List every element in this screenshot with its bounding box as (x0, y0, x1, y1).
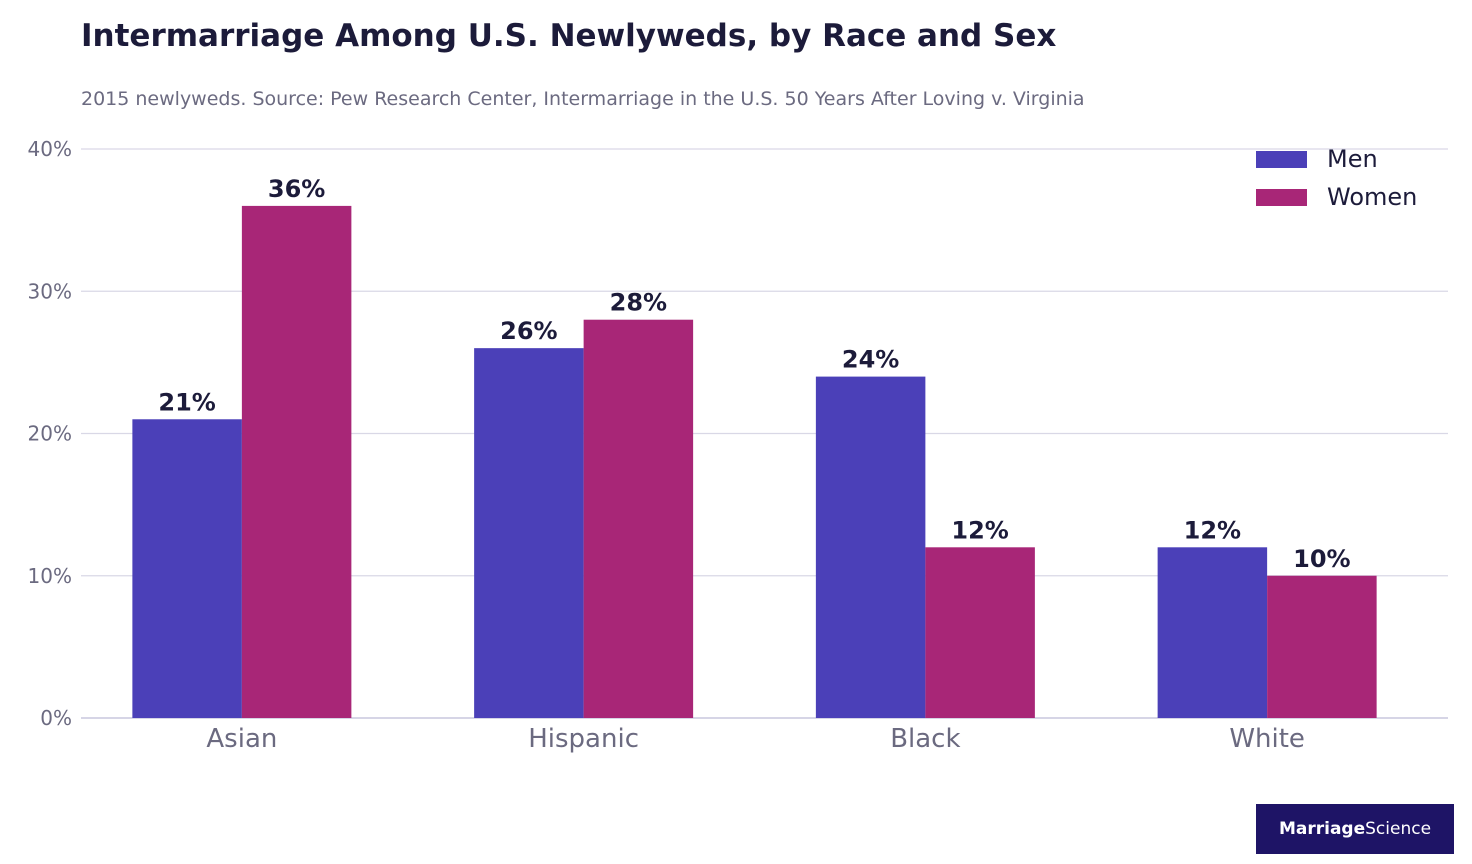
data-label: 28% (610, 289, 667, 317)
legend-label-men: Men (1327, 145, 1378, 173)
labels: 0% 10% 20% 30% 40% 21% 36% Asian 26% 28% Hispanic 2… (28, 137, 1351, 754)
legend-item-women: Women (1256, 178, 1417, 216)
y-tick-label: 20% (28, 422, 72, 446)
bars (132, 205, 1377, 718)
y-tick-label: 0% (40, 706, 72, 730)
data-label: 10% (1293, 545, 1350, 573)
bar-women-white (1267, 575, 1377, 718)
x-category-label: Asian (206, 724, 277, 754)
data-label: 36% (268, 175, 325, 203)
legend: Men Women (1256, 140, 1417, 216)
bar-men-hispanic (474, 348, 584, 718)
x-category-label: Black (890, 724, 960, 754)
bar-men-asian (132, 419, 242, 718)
chart-subtitle: 2015 newlyweds. Source: Pew Research Cen… (81, 88, 1085, 110)
x-category-label: White (1229, 724, 1305, 754)
brand-logo: Marriage Science (1256, 804, 1454, 854)
chart-title: Intermarriage Among U.S. Newlyweds, by R… (81, 18, 1057, 54)
x-category-label: Hispanic (528, 724, 639, 754)
brand-logo-part1: Marriage (1278, 819, 1366, 839)
legend-swatch-women (1256, 188, 1307, 206)
y-tick-label: 40% (28, 137, 72, 161)
data-label: 12% (1184, 516, 1241, 544)
data-label: 24% (842, 346, 899, 374)
data-label: 12% (951, 516, 1008, 544)
bar-women-hispanic (583, 319, 694, 718)
bar-men-black (815, 376, 926, 718)
data-label: 26% (500, 317, 557, 345)
y-tick-label: 30% (28, 279, 72, 303)
legend-item-men: Men (1256, 140, 1417, 178)
y-tick-label: 10% (28, 564, 72, 588)
legend-label-women: Women (1327, 183, 1418, 211)
bar-men-white (1157, 547, 1268, 718)
legend-swatch-men (1256, 150, 1307, 168)
bar-women-black (925, 547, 1035, 718)
brand-logo-part2: Science (1365, 819, 1432, 839)
data-label: 21% (158, 388, 215, 416)
bar-women-asian (241, 205, 352, 718)
